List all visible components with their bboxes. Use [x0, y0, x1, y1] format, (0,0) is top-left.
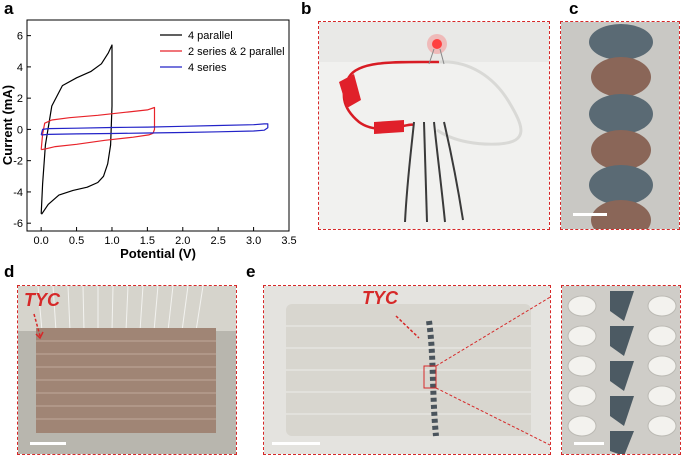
x-tick-label: 0.0	[34, 235, 49, 247]
panel-label-b: b	[301, 0, 312, 18]
woven-fabric-photo	[18, 286, 236, 454]
panel-e-inset-photo	[561, 285, 681, 455]
x-tick-label: 0.5	[69, 235, 84, 247]
legend-label: 2 series & 2 parallel	[188, 46, 285, 58]
scale-bar	[30, 442, 66, 445]
series-line	[40, 44, 113, 215]
yarn-twist	[589, 24, 653, 229]
zoom-line	[435, 296, 550, 367]
red-clip	[339, 74, 361, 108]
y-tick-label: -6	[13, 218, 23, 230]
panel-d-photo: TYC	[17, 285, 237, 455]
yarn-supercapacitors	[404, 121, 464, 223]
y-tick-label: 6	[17, 31, 23, 43]
panel-e-photo: TYC	[263, 285, 551, 455]
series-line	[40, 123, 269, 136]
x-axis-ticks: 0.0 0.5 1.0 1.5 2.0 2.5 3.0 3.5	[34, 227, 297, 247]
plot-frame	[26, 19, 290, 232]
knit-loops	[567, 295, 677, 437]
series-group	[40, 44, 269, 215]
panel-label-d: d	[4, 262, 15, 281]
cv-chart: 0.0 0.5 1.0 1.5 2.0 2.5 3.0 3.5 -6 -4 -2 0 2 4 6 4 pa…	[0, 19, 297, 261]
zoom-line	[435, 387, 550, 446]
scale-bar	[574, 442, 604, 445]
panel-label-a: a	[4, 0, 14, 18]
y-tick-label: -4	[13, 187, 23, 199]
panel-label-c: c	[569, 0, 579, 18]
x-tick-label: 2.0	[175, 235, 190, 247]
zoom-box	[423, 365, 437, 389]
x-tick-label: 1.5	[140, 235, 155, 247]
legend-label: 4 series	[188, 62, 227, 74]
x-axis-label: Potential (V)	[120, 246, 196, 261]
series-line	[40, 106, 156, 151]
circuit-photo	[319, 22, 549, 229]
red-led	[432, 39, 442, 49]
red-clip-2	[374, 120, 404, 134]
panel-b-photo	[318, 21, 550, 230]
tyc-label-d: TYC	[24, 290, 60, 310]
y-tick-label: -2	[13, 156, 23, 168]
y-tick-label: 2	[17, 93, 23, 105]
x-tick-label: 3.5	[281, 235, 296, 247]
y-tick-label: 0	[17, 124, 23, 136]
legend: 4 parallel 2 series & 2 parallel 4 series	[160, 30, 285, 74]
x-tick-label: 1.0	[104, 235, 119, 247]
tyc-knit-column	[610, 291, 634, 454]
x-tick-label: 3.0	[246, 235, 261, 247]
y-tick-label: 4	[17, 62, 23, 74]
tyc-arrow	[395, 315, 420, 339]
panel-c-photo	[560, 21, 680, 230]
twisted-yarn-photo	[561, 22, 679, 229]
scale-bar	[272, 442, 320, 445]
tyc-label-e: TYC	[362, 288, 398, 308]
x-tick-label: 2.5	[211, 235, 226, 247]
tyc-arrow	[33, 313, 41, 337]
y-axis-ticks: -6 -4 -2 0 2 4 6	[13, 31, 31, 230]
y-axis-label: Current (mA)	[0, 85, 15, 165]
knitted-fabric-photo	[264, 286, 550, 454]
scale-bar	[573, 213, 607, 216]
white-wire	[436, 60, 523, 146]
panel-label-e: e	[246, 262, 256, 281]
legend-label: 4 parallel	[188, 30, 233, 42]
knit-closeup-photo	[562, 286, 680, 454]
